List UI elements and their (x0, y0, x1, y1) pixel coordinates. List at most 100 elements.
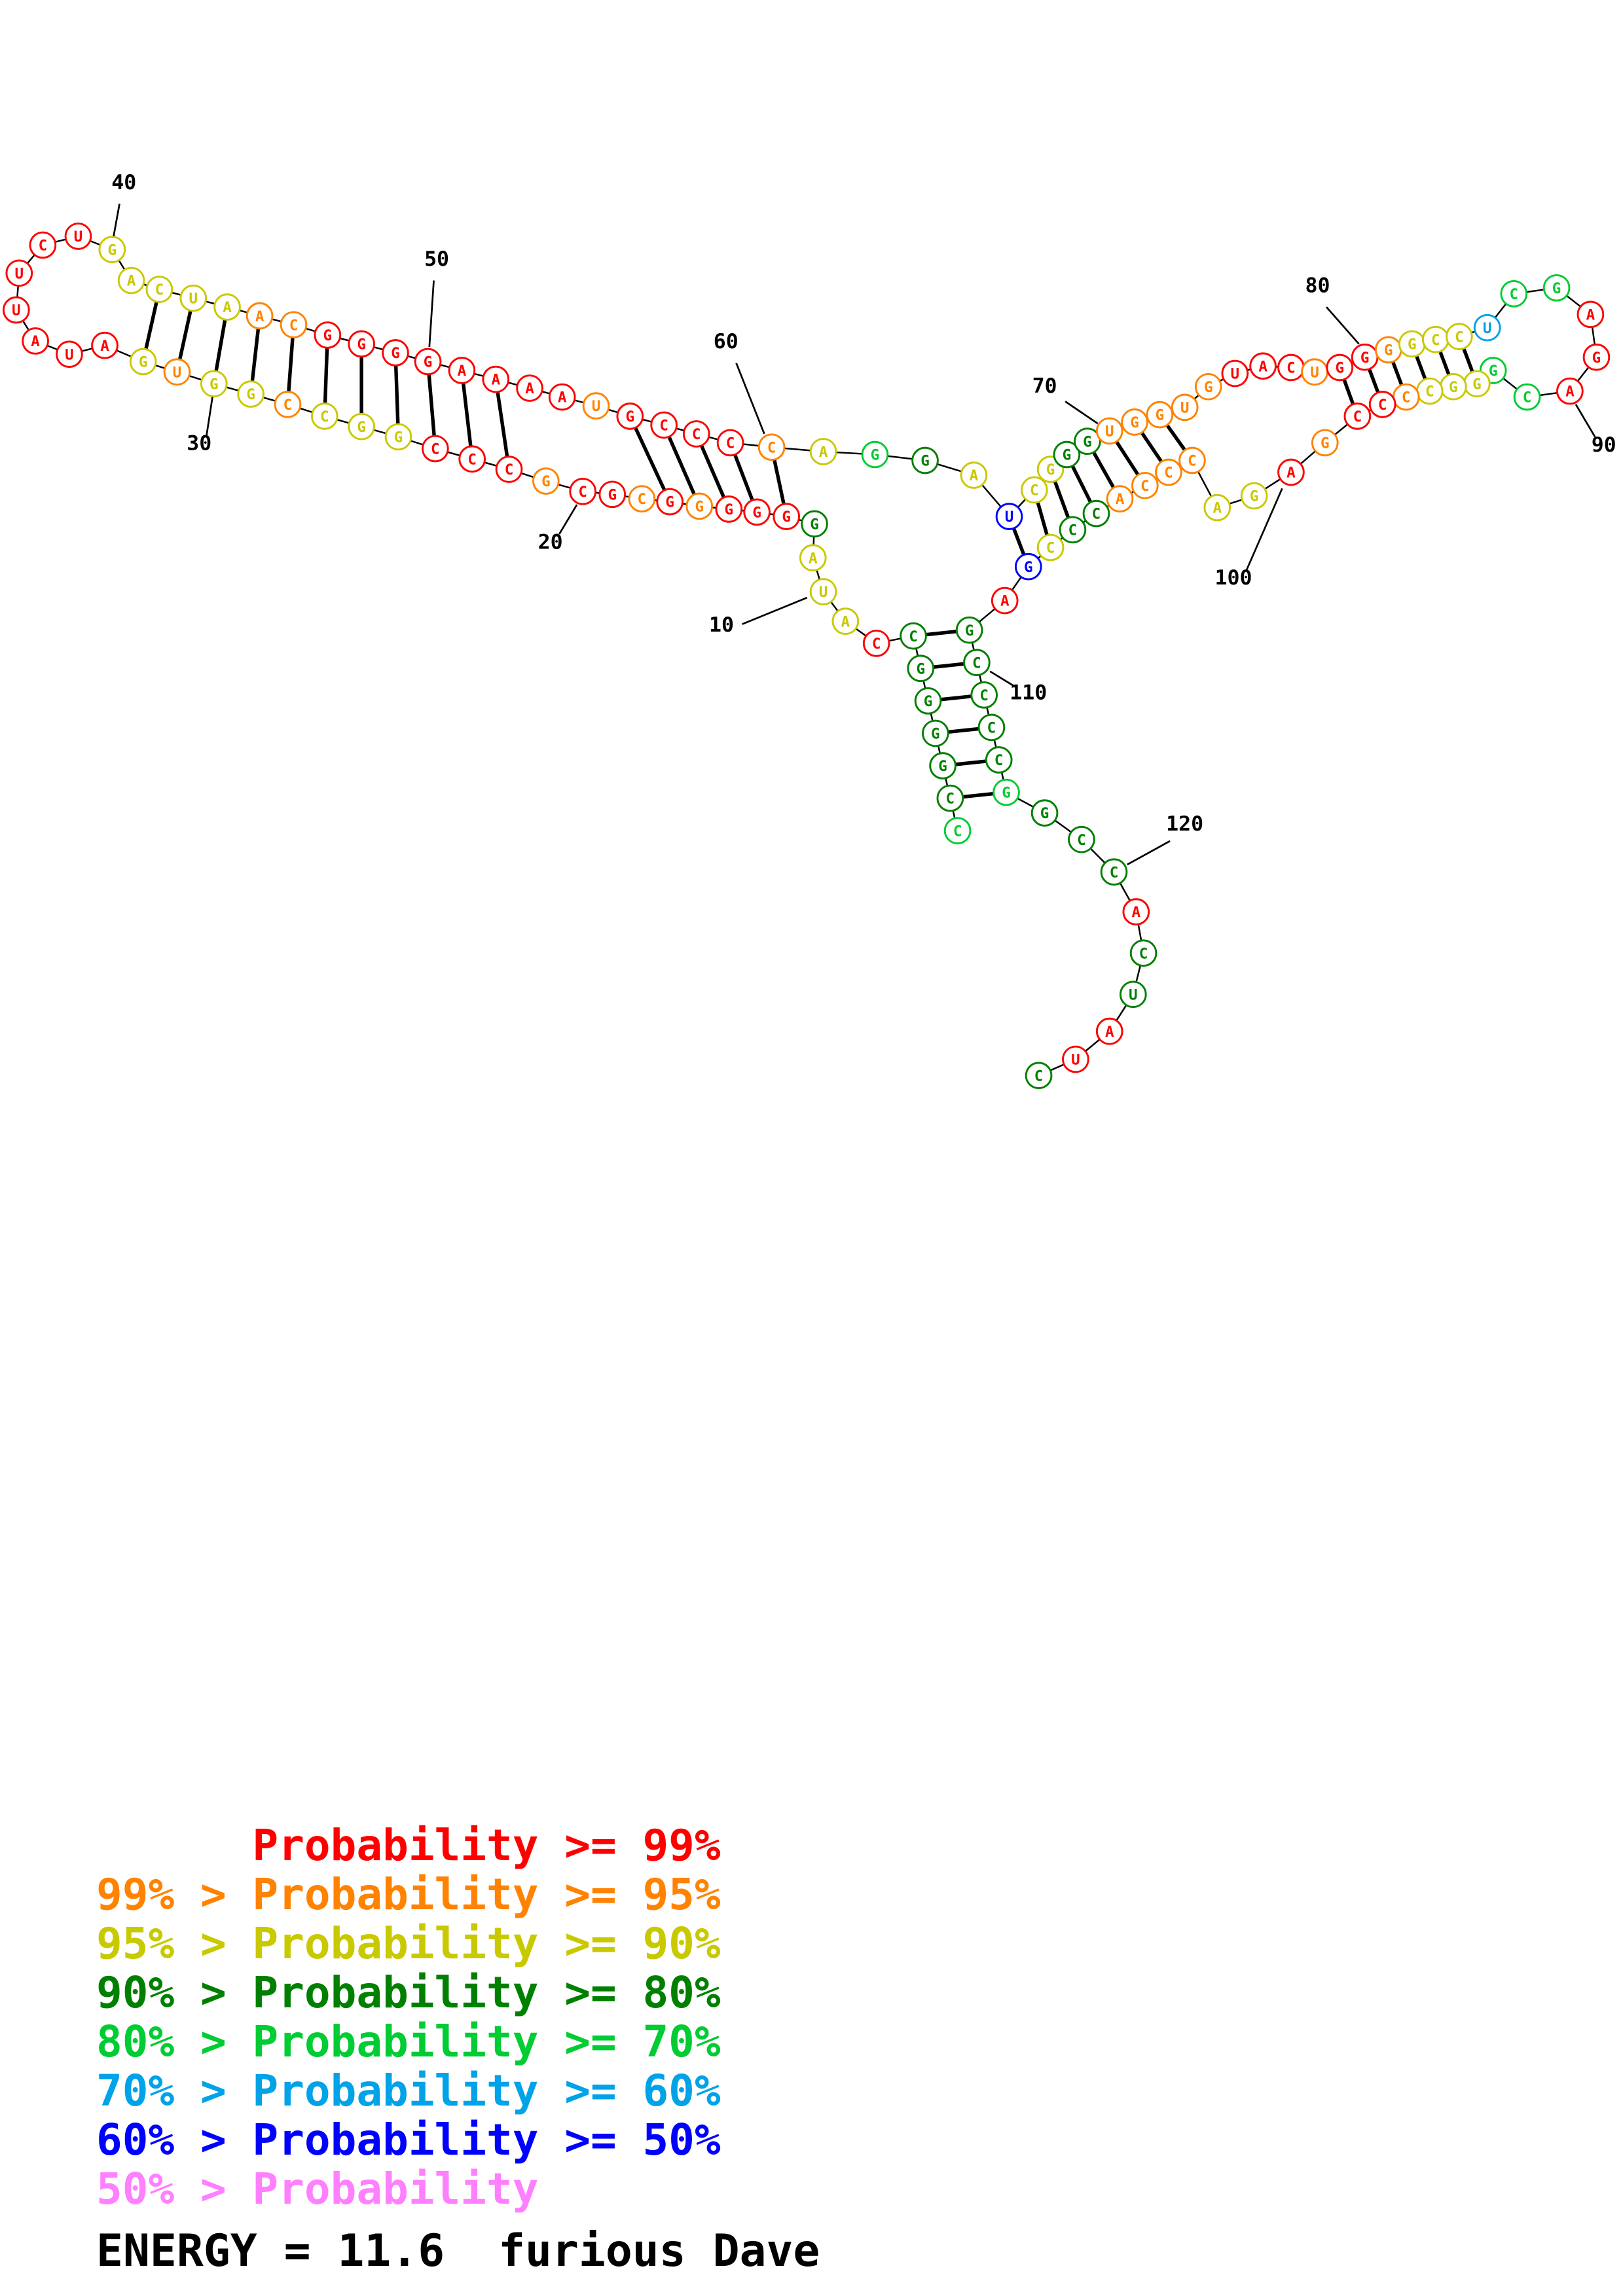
nucleotide-17: G (656, 488, 684, 516)
svg-text:A: A (127, 273, 136, 290)
nucleotide-103: C (1178, 446, 1206, 475)
nucleotide-82: G (1398, 330, 1426, 358)
svg-text:U: U (1005, 509, 1014, 526)
svg-text:C: C (1431, 332, 1440, 349)
svg-text:A: A (1213, 500, 1222, 517)
svg-text:G: G (1552, 280, 1561, 297)
svg-text:A: A (491, 372, 500, 389)
nucleotide-76: A (1249, 352, 1277, 380)
nucleotide-69: G (1074, 427, 1101, 456)
position-label-10: 10 (709, 613, 734, 637)
nucleotide-93: G (1463, 370, 1491, 398)
svg-text:G: G (1592, 350, 1601, 367)
svg-text:C: C (1110, 864, 1119, 881)
svg-text:G: G (626, 408, 635, 425)
nucleotide-109: C (1036, 533, 1065, 562)
nucleotide-13: G (773, 503, 801, 530)
nucleotide-9: A (831, 607, 860, 635)
svg-text:A: A (1565, 384, 1575, 401)
nucleotide-30: G (200, 370, 228, 398)
position-label-60: 60 (714, 330, 739, 353)
svg-text:G: G (1408, 336, 1417, 353)
nucleotide-100: A (1277, 458, 1305, 486)
nucleotide-108: C (1059, 516, 1087, 544)
nucleotide-99: G (1311, 429, 1339, 457)
nucleotide-94: G (1439, 372, 1467, 401)
svg-text:C: C (1068, 522, 1078, 539)
nucleotide-11: A (799, 544, 827, 572)
nucleotide-23: C (458, 445, 486, 473)
svg-text:C: C (1046, 540, 1055, 557)
svg-text:G: G (1360, 350, 1370, 367)
svg-text:U: U (1180, 399, 1190, 416)
energy-text: ENERGY = 11.6 furious Dave (96, 2225, 820, 2277)
nucleotide-54: A (548, 383, 576, 411)
svg-text:C: C (283, 397, 293, 414)
nucleotide-18: C (628, 485, 656, 512)
svg-text:A: A (819, 444, 828, 461)
svg-text:G: G (938, 758, 947, 775)
nucleotide-81: G (1374, 336, 1402, 364)
nucleotide-4: G (921, 719, 949, 747)
nucleotide-73: U (1171, 393, 1199, 422)
svg-text:C: C (467, 451, 477, 468)
nucleotide-86: C (1500, 279, 1528, 308)
nucleotide-96: C (1392, 383, 1420, 411)
svg-text:G: G (725, 501, 734, 518)
svg-text:C: C (39, 238, 48, 255)
svg-text:G: G (1336, 360, 1345, 377)
svg-text:U: U (173, 364, 182, 381)
svg-text:C: C (638, 491, 647, 508)
svg-text:U: U (15, 265, 24, 282)
svg-text:U: U (1071, 1052, 1080, 1069)
nucleotide-78: U (1301, 358, 1328, 386)
nucleotide-38: C (29, 231, 57, 259)
nucleotide-5: G (914, 687, 942, 715)
svg-text:G: G (1040, 805, 1049, 822)
svg-text:G: G (1489, 363, 1498, 380)
nucleotide-49: G (382, 339, 409, 367)
svg-text:C: C (946, 791, 955, 808)
nucleotide-63: G (911, 446, 939, 475)
svg-text:G: G (391, 345, 400, 362)
svg-text:G: G (1472, 376, 1482, 393)
legend-line: 95% > Probability >= 90% (96, 1918, 721, 1969)
svg-text:G: G (210, 376, 219, 393)
nucleotide-121: A (1122, 898, 1150, 925)
svg-text:C: C (767, 439, 776, 456)
nucleotide-102: A (1203, 493, 1231, 522)
svg-text:A: A (100, 338, 109, 355)
position-label-70: 70 (1032, 374, 1057, 398)
nucleotide-16: G (685, 492, 714, 520)
nucleotide-119: C (1068, 825, 1095, 853)
svg-text:A: A (31, 333, 40, 350)
svg-text:G: G (541, 473, 551, 490)
svg-text:G: G (752, 504, 761, 521)
legend-line: 99% > Probability >= 95% (96, 1869, 721, 1920)
nucleotide-58: C (682, 420, 710, 448)
nucleotide-57: C (650, 411, 678, 439)
nucleotide-90: A (1556, 377, 1584, 405)
svg-text:C: C (1030, 482, 1039, 499)
svg-text:A: A (1116, 491, 1125, 508)
svg-text:C: C (659, 418, 668, 435)
nucleotide-6: G (907, 655, 935, 683)
svg-text:C: C (1164, 465, 1173, 482)
nucleotide-46: C (280, 311, 308, 339)
svg-text:G: G (1156, 407, 1165, 424)
svg-text:C: C (1509, 286, 1518, 303)
svg-text:G: G (782, 509, 791, 526)
nucleotide-39: U (64, 223, 92, 250)
svg-text:G: G (1046, 461, 1055, 478)
nucleotide-51: A (448, 357, 476, 384)
nucleotide-97: C (1368, 391, 1396, 418)
rna-structure-svg: CCGGGGCCAUAGGGGGGCGCGCCCGGCCGGUGAUAUUCUG… (2, 171, 1616, 1090)
nucleotide-19: G (598, 480, 627, 509)
nucleotide-37: U (5, 259, 33, 287)
svg-text:U: U (1105, 423, 1114, 440)
nucleotide-72: G (1146, 401, 1174, 429)
nucleotide-55: U (582, 392, 610, 420)
nucleotide-20: C (569, 477, 597, 505)
svg-text:A: A (1286, 465, 1296, 482)
nucleotide-66: C (1020, 476, 1048, 504)
